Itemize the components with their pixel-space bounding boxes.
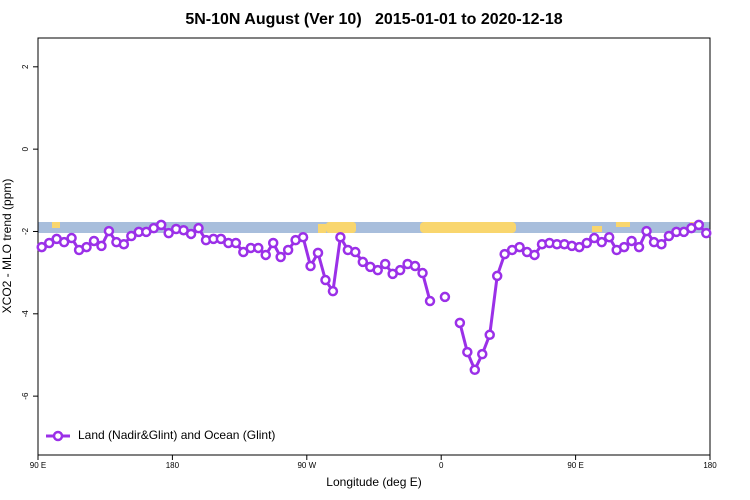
point (297, 231, 309, 243)
x-tick-label: 0 (439, 461, 444, 470)
point (581, 237, 593, 249)
land-patch (318, 224, 326, 233)
land-patch (592, 226, 602, 232)
point (230, 237, 242, 249)
point (185, 228, 197, 240)
point (454, 317, 466, 329)
chart-title: 5N-10N August (Ver 10) 2015-01-01 to 202… (185, 11, 562, 28)
point (618, 241, 630, 253)
point (424, 295, 436, 307)
point (394, 264, 406, 276)
land-patch (52, 222, 60, 228)
point (155, 219, 167, 231)
legend-label: Land (Nadir&Glint) and Ocean (Glint) (78, 428, 275, 442)
point (327, 285, 339, 297)
point (596, 236, 607, 248)
point (163, 227, 174, 239)
land-patch (616, 222, 630, 227)
x-axis-label: Longitude (deg E) (326, 475, 421, 489)
y-tick-label: -2 (21, 227, 30, 235)
point (215, 233, 227, 245)
point (81, 241, 92, 253)
point (477, 348, 488, 360)
point (238, 246, 249, 258)
point (469, 364, 481, 376)
point (275, 251, 286, 263)
point (491, 270, 503, 282)
point (193, 222, 204, 234)
point (357, 256, 369, 268)
point (626, 235, 637, 247)
x-tick-label: 90 E (30, 461, 46, 470)
point (529, 249, 540, 261)
point (514, 241, 525, 253)
point (66, 232, 77, 244)
point (58, 236, 70, 248)
point (260, 249, 271, 261)
point (118, 238, 130, 250)
point (305, 260, 316, 272)
y-tick-label: -6 (21, 392, 30, 400)
point (499, 248, 510, 260)
x-tick-label: 180 (166, 461, 180, 470)
x-tick-label: 90 W (297, 461, 316, 470)
point (409, 260, 421, 272)
y-tick-label: 2 (21, 64, 30, 69)
land-patch (420, 222, 516, 233)
point (574, 241, 585, 253)
point (282, 244, 294, 256)
point (350, 246, 361, 258)
point (372, 264, 383, 276)
point (96, 240, 107, 252)
ocean-band (38, 222, 710, 233)
point (103, 225, 115, 237)
point (320, 274, 331, 286)
point (126, 230, 137, 242)
y-tick-label: -4 (21, 310, 30, 318)
point (312, 247, 324, 259)
point (633, 241, 645, 253)
point (36, 241, 47, 253)
point (43, 237, 55, 249)
point (253, 242, 264, 254)
point (484, 329, 495, 341)
point (693, 219, 705, 231)
land-patch (326, 222, 356, 233)
point (267, 237, 279, 249)
legend-marker (52, 430, 64, 442)
point (663, 230, 675, 242)
point (589, 232, 600, 244)
point (701, 227, 712, 239)
point (603, 231, 615, 243)
point (462, 346, 473, 358)
point (439, 291, 451, 303)
y-axis-label: XCO2 - MLO trend (ppm) (0, 179, 14, 314)
plot-frame (37, 37, 711, 456)
x-tick-label: 90 E (567, 461, 583, 470)
point (656, 238, 667, 250)
x-tick-label: 180 (703, 461, 717, 470)
point (641, 225, 652, 237)
point (335, 231, 346, 243)
point (88, 235, 100, 247)
point (379, 258, 391, 270)
point (417, 267, 428, 279)
y-tick-label: 0 (21, 146, 30, 151)
series-line (41, 223, 708, 374)
